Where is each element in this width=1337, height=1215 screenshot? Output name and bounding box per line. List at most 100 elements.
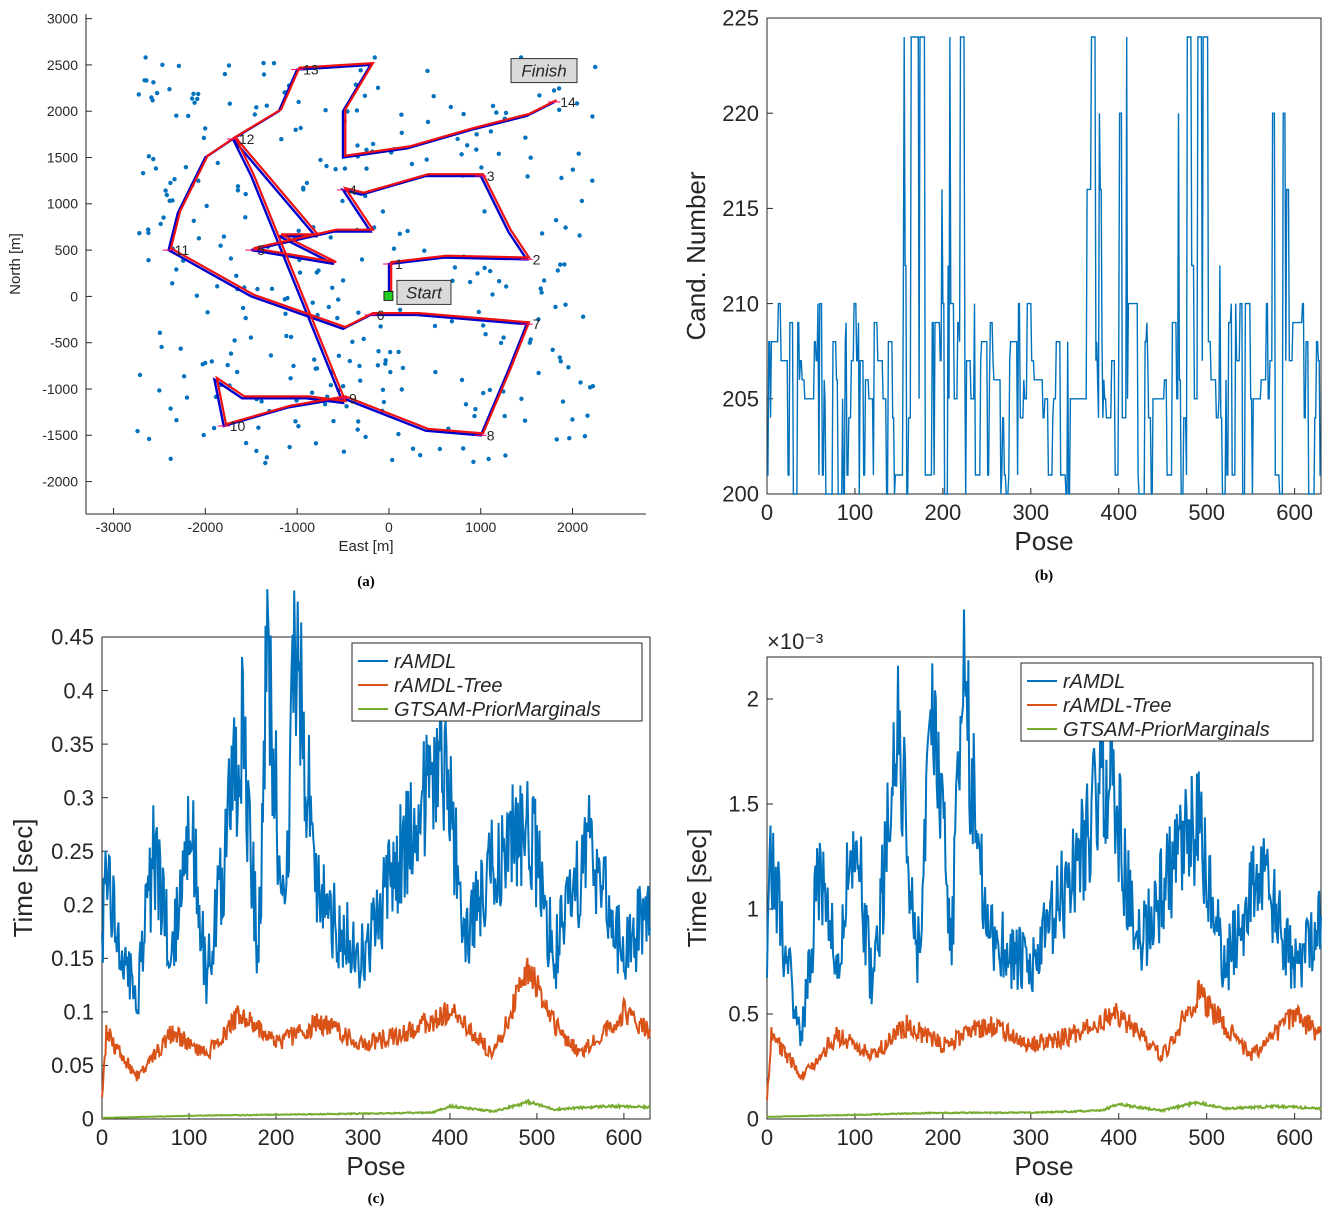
landmark-point xyxy=(195,96,200,102)
landmark-point xyxy=(235,188,241,193)
landmark-point xyxy=(378,324,383,329)
landmark-point xyxy=(537,93,542,98)
landmark-point xyxy=(297,270,303,275)
landmark-point xyxy=(293,127,298,132)
landmark-point xyxy=(364,147,369,152)
y-tick-label: 1500 xyxy=(47,149,78,165)
landmark-point xyxy=(161,215,166,220)
x-tick-label: 0 xyxy=(761,1125,773,1150)
legend-entry: GTSAM-PriorMarginals xyxy=(394,699,601,721)
landmark-point xyxy=(146,154,152,159)
landmark-point xyxy=(330,285,335,290)
landmark-point xyxy=(553,218,559,223)
y-tick-label: 215 xyxy=(722,196,759,221)
landmark-point xyxy=(522,418,528,423)
x-tick-label: 500 xyxy=(1188,500,1225,525)
landmark-point xyxy=(488,268,493,274)
landmark-point xyxy=(399,130,404,135)
landmark-point xyxy=(433,369,438,375)
legend-entry: GTSAM-PriorMarginals xyxy=(1063,719,1270,741)
y-tick-label: 0.25 xyxy=(51,839,94,864)
y-exponent-label: ×10⁻³ xyxy=(767,629,823,654)
landmark-point xyxy=(168,180,173,186)
landmark-point xyxy=(196,236,202,241)
x-tick-label: 600 xyxy=(1276,1125,1313,1150)
x-tick-label: 400 xyxy=(1100,1125,1137,1150)
landmark-point xyxy=(170,281,175,286)
landmark-point xyxy=(483,332,488,337)
landmark-point xyxy=(347,358,352,364)
landmark-point xyxy=(566,365,571,370)
landmark-point xyxy=(225,362,230,368)
landmark-point xyxy=(585,413,590,418)
legend-entry: rAMDL-Tree xyxy=(1063,695,1172,717)
landmark-point xyxy=(234,273,239,278)
landmark-point xyxy=(186,113,191,119)
landmark-point xyxy=(335,315,340,321)
y-tick-label: 0 xyxy=(747,1107,759,1132)
landmark-point xyxy=(228,256,234,261)
waypoint-label: 10 xyxy=(230,418,246,434)
landmark-point xyxy=(471,459,476,464)
landmark-point xyxy=(279,137,284,142)
landmark-point xyxy=(467,279,473,285)
y-axis-label: Cand. Number xyxy=(681,171,711,340)
landmark-point xyxy=(196,91,201,97)
x-tick-label: -2000 xyxy=(187,519,223,535)
landmark-point xyxy=(189,96,195,101)
legend-entry: rAMDL-Tree xyxy=(394,675,503,697)
landmark-point xyxy=(211,425,217,431)
landmark-point xyxy=(359,257,365,262)
landmark-point xyxy=(364,166,369,171)
landmark-point xyxy=(452,265,458,270)
landmark-point xyxy=(209,359,214,364)
landmark-point xyxy=(205,310,210,315)
landmark-point xyxy=(578,380,583,385)
landmark-point xyxy=(243,440,249,446)
y-tick-label: 0.1 xyxy=(63,1000,94,1025)
landmark-point xyxy=(356,310,361,315)
waypoint-label: 8 xyxy=(487,427,495,443)
landmark-point xyxy=(168,406,173,411)
landmark-point xyxy=(381,399,387,405)
landmark-point xyxy=(501,335,506,340)
landmark-point xyxy=(425,68,430,74)
landmark-point xyxy=(146,230,151,236)
landmark-point xyxy=(497,279,502,284)
landmark-point xyxy=(252,112,257,117)
waypoint-label: 5 xyxy=(257,242,265,258)
landmark-point xyxy=(336,297,341,302)
x-tick-label: 500 xyxy=(519,1125,556,1150)
landmark-point xyxy=(494,110,499,115)
landmark-point xyxy=(536,317,541,322)
landmark-point xyxy=(481,323,486,328)
landmark-point xyxy=(164,192,169,198)
x-axis-label: East [m] xyxy=(338,538,393,555)
landmark-point xyxy=(149,95,154,100)
estimated-path xyxy=(169,61,557,435)
landmark-point xyxy=(160,62,165,67)
landmark-point xyxy=(248,335,254,340)
landmark-point xyxy=(136,92,141,97)
landmark-point xyxy=(541,278,547,283)
landmark-point xyxy=(157,388,162,393)
landmark-point xyxy=(287,444,292,450)
waypoint-label: 2 xyxy=(533,251,541,267)
landmark-point xyxy=(376,349,381,354)
landmark-point xyxy=(555,268,560,273)
landmark-point xyxy=(298,125,303,131)
landmark-point xyxy=(350,339,355,344)
landmark-point xyxy=(554,437,559,442)
landmark-point xyxy=(243,215,248,220)
landmark-point xyxy=(504,284,509,289)
panel-caption: (d) xyxy=(1035,1191,1053,1207)
landmark-point xyxy=(167,198,172,203)
landmark-point xyxy=(255,286,260,292)
panel-d-time-plot-scaled: 0 100 200 300 400 500 600 0 0.5 1 1.5 2 Pose Time [se… xyxy=(682,609,1322,1207)
landmark-point xyxy=(418,453,423,458)
landmark-point xyxy=(243,191,248,197)
landmark-point xyxy=(459,152,464,157)
y-tick-label: 220 xyxy=(722,101,759,126)
landmark-point xyxy=(336,353,342,358)
panel-caption: (c) xyxy=(368,1191,385,1207)
